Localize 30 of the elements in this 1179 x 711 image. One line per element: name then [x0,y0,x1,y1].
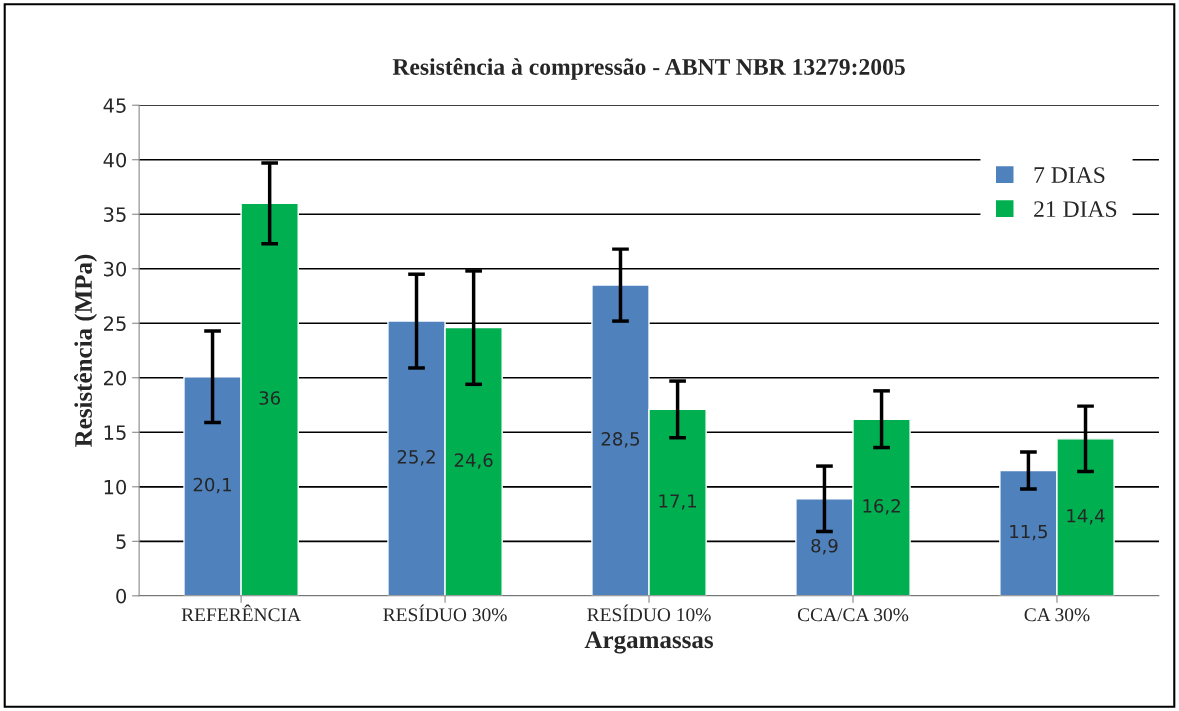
y-tick-label: 15 [104,425,126,440]
y-axis-title: Resistência (MPa) [74,254,98,447]
x-tick-label: REFERÊNCIA [181,604,301,622]
data-label: 25,2 [397,450,435,466]
x-tick-label: CCA/CA 30% [797,608,909,622]
y-tick-label: 25 [104,316,126,331]
y-tick-label: 0 [116,588,127,604]
y-tick-label: 30 [104,261,127,277]
data-label: 11,5 [1010,524,1047,541]
legend-label: 7 DIAS [1034,167,1105,184]
y-tick-label: 35 [104,207,126,222]
x-tick-label: RESÍDUO 30% [383,604,507,622]
chart-title: Resistência à compressão - ABNT NBR 13279:2005 [392,58,905,80]
data-label: 17,1 [659,494,697,510]
x-tick-label: CA 30% [1024,608,1090,622]
data-label: 14,4 [1067,509,1105,525]
x-tick-label: RESÍDUO 10% [587,604,711,622]
y-tick-label: 40 [103,152,127,168]
data-label: 16,2 [863,499,900,515]
data-label: 8,9 [811,538,838,555]
y-tick-label: 20 [104,370,127,386]
x-axis-title: Argamassas [584,631,714,654]
data-label: 20,1 [193,477,231,494]
data-label: 28,5 [601,432,640,448]
data-label: 36 [259,391,281,405]
y-tick-label: 45 [103,98,126,113]
legend-label: 21 DIAS [1034,201,1117,218]
y-tick-label: 10 [104,479,127,495]
y-tick-label: 5 [116,534,126,549]
data-label: 24,6 [454,453,493,469]
